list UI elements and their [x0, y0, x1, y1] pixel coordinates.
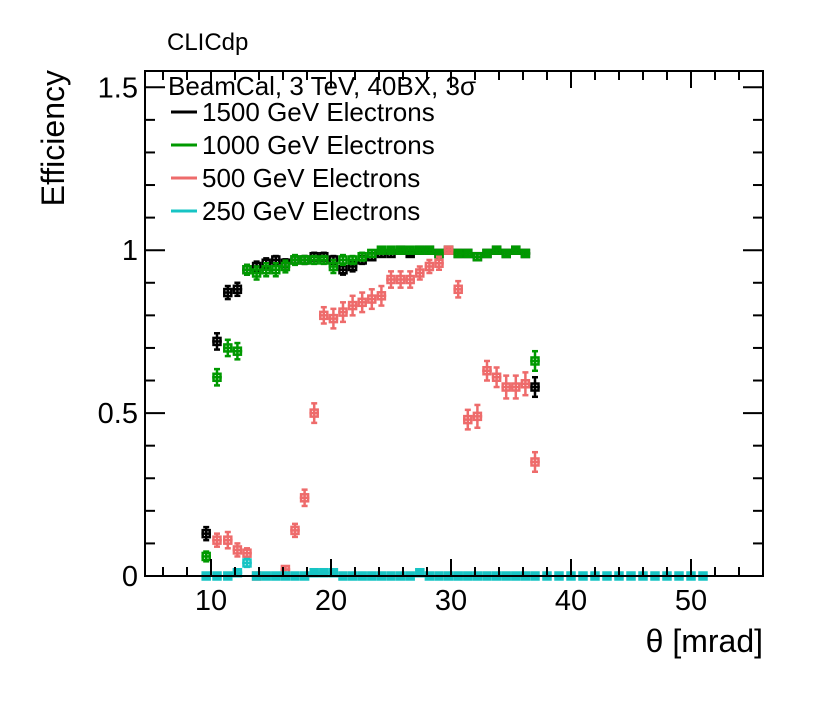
x-tick-label: 20 [315, 585, 347, 617]
data-point [376, 245, 387, 255]
data-point [376, 284, 387, 307]
series-1000-gev-electrons [201, 245, 540, 563]
x-tick-label: 30 [435, 585, 467, 617]
plot-frame [144, 70, 764, 577]
data-point [520, 371, 531, 397]
data-point [223, 530, 233, 550]
data-point [338, 253, 348, 267]
data-point [328, 258, 339, 275]
data-point [290, 253, 300, 267]
data-point [309, 402, 319, 425]
x-tick-label: 50 [675, 585, 707, 617]
legend-label: 1000 GeV Electrons [202, 130, 435, 160]
data-point [242, 547, 252, 560]
data-point [472, 403, 483, 430]
data-point [424, 258, 435, 275]
data-point [415, 265, 425, 281]
data-point [223, 338, 233, 358]
data-point [319, 305, 329, 325]
legend-header: BeamCal, 3 TeV, 40BX, 3σ [168, 71, 476, 101]
data-point [338, 263, 348, 276]
data-point [290, 522, 300, 539]
data-point [491, 366, 502, 389]
data-point [511, 245, 521, 255]
data-point [405, 270, 415, 289]
y-tick-label: 0 [122, 561, 138, 593]
data-point [347, 294, 358, 317]
data-point [424, 245, 435, 255]
data-markers [201, 245, 708, 581]
data-point [357, 251, 367, 262]
x-tick-label: 10 [195, 585, 227, 617]
axis-ticks [145, 71, 764, 577]
data-point [299, 488, 310, 508]
data-point [319, 254, 329, 266]
data-point [482, 248, 492, 259]
data-point [271, 261, 281, 278]
data-point [232, 281, 243, 298]
data-point [530, 349, 540, 372]
data-point [395, 270, 406, 289]
legend: BeamCal, 3 TeV, 40BX, 3σ 1500 GeV Electr… [168, 71, 476, 226]
data-point [232, 341, 243, 361]
legend-label: 500 GeV Electrons [202, 163, 420, 193]
y-tick-label: 0.5 [98, 398, 138, 430]
data-point [242, 263, 252, 276]
legend-label: 1500 GeV Electrons [202, 97, 435, 127]
axis-tick-labels: 10 20 30 40 50 0 0.5 1 1.5 [98, 72, 707, 617]
data-point [347, 254, 358, 266]
legend-label: 250 GeV Electrons [202, 196, 420, 226]
data-point [395, 245, 406, 255]
data-point [223, 284, 233, 301]
data-point [501, 374, 511, 400]
data-point [472, 251, 483, 262]
data-point [367, 248, 377, 259]
data-point [201, 550, 211, 563]
data-point [309, 254, 319, 266]
y-axis-label: Efficiency [35, 70, 71, 206]
x-tick-label: 40 [555, 585, 587, 617]
data-point [405, 245, 415, 255]
experiment-label: CLICdp [167, 29, 248, 56]
data-point [443, 245, 454, 255]
data-point [482, 359, 492, 382]
data-point [453, 248, 463, 259]
data-point [251, 265, 262, 281]
data-point [463, 248, 473, 259]
data-point [386, 270, 396, 289]
data-point [386, 245, 396, 255]
data-point [463, 408, 473, 431]
series-500-gev-electrons [212, 245, 540, 581]
data-point [367, 288, 377, 311]
data-point [232, 542, 243, 558]
data-point [415, 245, 425, 255]
data-point [491, 245, 502, 255]
data-point [212, 367, 222, 387]
data-point [242, 557, 252, 569]
data-point [280, 259, 291, 274]
data-point [201, 525, 211, 542]
data-point [501, 248, 511, 259]
data-point [434, 255, 444, 271]
data-point [328, 307, 339, 330]
data-point [261, 261, 271, 278]
data-point [357, 291, 367, 314]
data-point [453, 279, 463, 299]
y-tick-label: 1 [122, 235, 138, 267]
x-axis-label: θ [mrad] [646, 623, 763, 659]
data-point [520, 248, 531, 259]
data-point [530, 376, 540, 399]
data-point [530, 450, 540, 473]
data-point [212, 332, 222, 351]
data-point [299, 254, 310, 266]
data-point [338, 301, 348, 324]
data-point [212, 532, 222, 548]
y-tick-label: 1.5 [98, 72, 138, 104]
data-point [511, 374, 521, 400]
